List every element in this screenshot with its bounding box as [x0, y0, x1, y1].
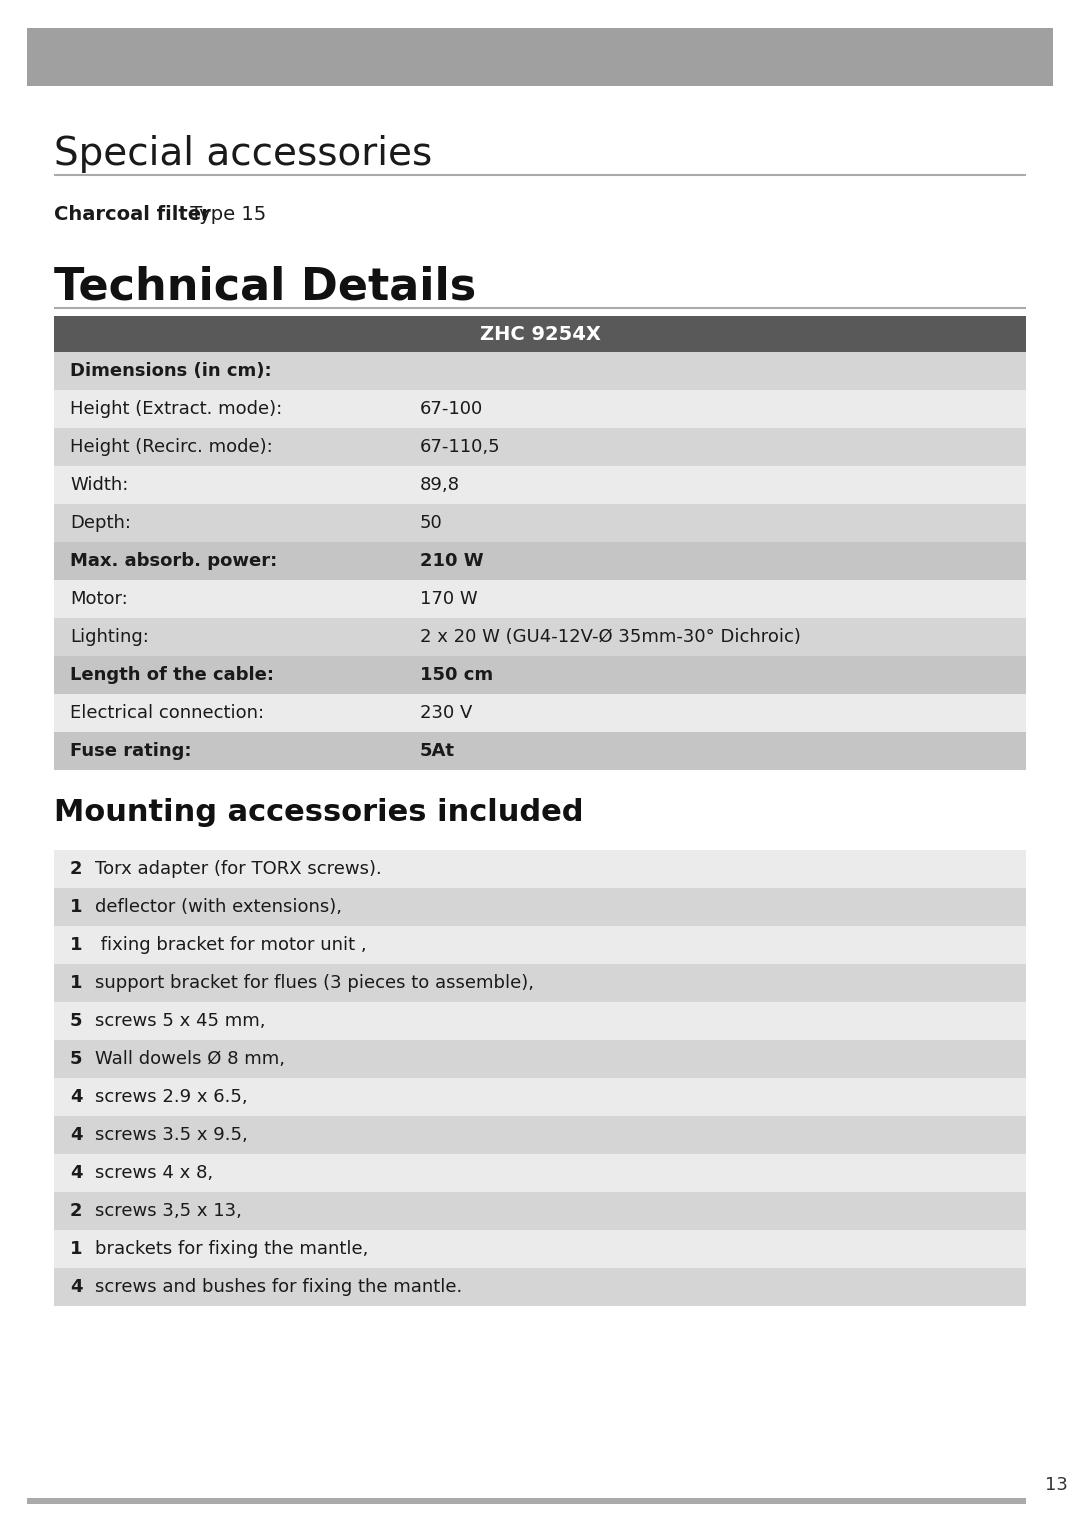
Text: Electrical connection:: Electrical connection:: [70, 703, 265, 722]
Bar: [54, 1193, 1026, 1229]
Text: Motor:: Motor:: [70, 590, 127, 609]
Bar: [54, 656, 1026, 694]
Text: 5: 5: [70, 1012, 82, 1031]
Text: Technical Details: Technical Details: [54, 265, 476, 307]
Bar: [27, 1498, 1026, 1505]
Text: 4: 4: [70, 1089, 82, 1105]
Text: Length of the cable:: Length of the cable:: [70, 667, 274, 683]
Text: 1: 1: [70, 974, 82, 992]
Text: Max. absorb. power:: Max. absorb. power:: [70, 552, 278, 570]
Bar: [54, 927, 1026, 963]
Text: fixing bracket for motor unit ,: fixing bracket for motor unit ,: [95, 936, 366, 954]
Bar: [54, 694, 1026, 732]
Text: 1: 1: [70, 936, 82, 954]
Text: support bracket for flues (3 pieces to assemble),: support bracket for flues (3 pieces to a…: [95, 974, 534, 992]
Text: screws 3,5 x 13,: screws 3,5 x 13,: [95, 1202, 242, 1220]
Text: 5: 5: [70, 1050, 82, 1067]
Text: screws 3.5 x 9.5,: screws 3.5 x 9.5,: [95, 1125, 247, 1144]
Text: 5At: 5At: [420, 742, 455, 760]
Text: 67-110,5: 67-110,5: [420, 437, 501, 456]
Bar: [54, 1116, 1026, 1154]
Text: 170 W: 170 W: [420, 590, 477, 609]
Text: Depth:: Depth:: [70, 514, 131, 532]
Text: Dimensions (in cm):: Dimensions (in cm):: [70, 362, 272, 381]
Text: 230 V: 230 V: [420, 703, 472, 722]
Bar: [27, 28, 1053, 86]
Text: Special accessories: Special accessories: [54, 135, 432, 173]
Text: 89,8: 89,8: [420, 476, 460, 494]
Bar: [54, 888, 1026, 927]
Bar: [54, 1154, 1026, 1193]
Bar: [54, 428, 1026, 466]
Text: Type 15: Type 15: [184, 205, 267, 225]
Text: 150 cm: 150 cm: [420, 667, 494, 683]
Bar: [54, 390, 1026, 428]
Bar: [54, 579, 1026, 618]
Bar: [54, 466, 1026, 505]
Text: 1: 1: [70, 898, 82, 916]
Text: Height (Recirc. mode):: Height (Recirc. mode):: [70, 437, 273, 456]
Bar: [54, 1078, 1026, 1116]
Text: screws and bushes for fixing the mantle.: screws and bushes for fixing the mantle.: [95, 1278, 462, 1297]
Bar: [54, 541, 1026, 579]
Text: Wall dowels Ø 8 mm,: Wall dowels Ø 8 mm,: [95, 1050, 285, 1067]
Text: ZHC 9254X: ZHC 9254X: [480, 324, 600, 344]
Text: screws 4 x 8,: screws 4 x 8,: [95, 1164, 213, 1182]
Bar: [54, 963, 1026, 1001]
Text: Width:: Width:: [70, 476, 129, 494]
Text: Mounting accessories included: Mounting accessories included: [54, 798, 583, 827]
Text: screws 2.9 x 6.5,: screws 2.9 x 6.5,: [95, 1089, 247, 1105]
Text: Height (Extract. mode):: Height (Extract. mode):: [70, 401, 282, 417]
Text: 1: 1: [70, 1240, 82, 1258]
Text: 2: 2: [70, 859, 82, 878]
Text: Fuse rating:: Fuse rating:: [70, 742, 191, 760]
Text: deflector (with extensions),: deflector (with extensions),: [95, 898, 342, 916]
Text: 2 x 20 W (GU4-12V-Ø 35mm-30° Dichroic): 2 x 20 W (GU4-12V-Ø 35mm-30° Dichroic): [420, 628, 801, 645]
Text: 4: 4: [70, 1125, 82, 1144]
Text: 67-100: 67-100: [420, 401, 483, 417]
Text: 4: 4: [70, 1278, 82, 1297]
Bar: [54, 850, 1026, 888]
Bar: [54, 1229, 1026, 1268]
Bar: [54, 1268, 1026, 1306]
Bar: [54, 618, 1026, 656]
Text: 50: 50: [420, 514, 443, 532]
Text: brackets for fixing the mantle,: brackets for fixing the mantle,: [95, 1240, 368, 1258]
Text: 2: 2: [70, 1202, 82, 1220]
Text: Charcoal filter: Charcoal filter: [54, 205, 211, 225]
Text: Lighting:: Lighting:: [70, 628, 149, 645]
Text: 13: 13: [1045, 1475, 1068, 1494]
Bar: [54, 1001, 1026, 1040]
Bar: [54, 505, 1026, 541]
Text: 4: 4: [70, 1164, 82, 1182]
Text: Torx adapter (for TORX screws).: Torx adapter (for TORX screws).: [95, 859, 381, 878]
Bar: [54, 732, 1026, 771]
Bar: [54, 317, 1026, 352]
Text: screws 5 x 45 mm,: screws 5 x 45 mm,: [95, 1012, 266, 1031]
Text: 210 W: 210 W: [420, 552, 484, 570]
Bar: [54, 1040, 1026, 1078]
Bar: [54, 352, 1026, 390]
